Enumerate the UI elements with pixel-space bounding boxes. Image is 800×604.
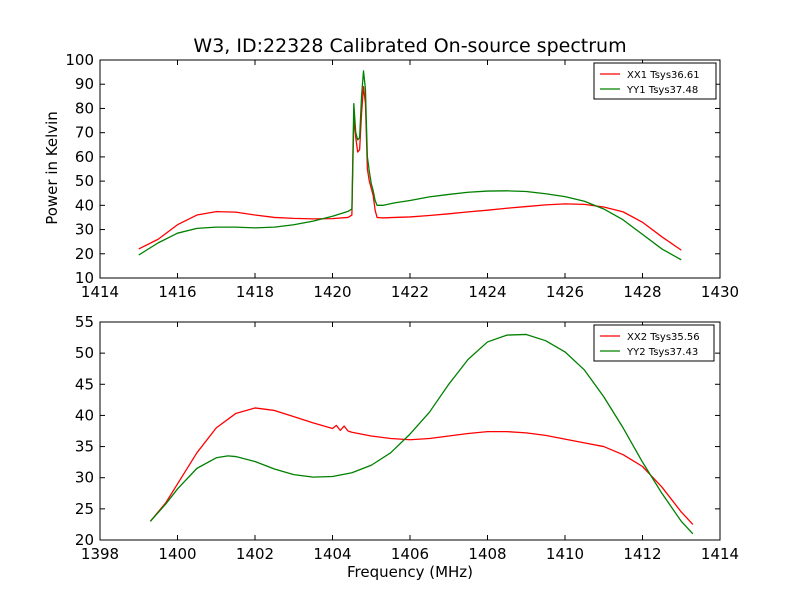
x-tick-label: 1414 — [701, 545, 739, 563]
series-line-1-1 — [149, 333, 694, 535]
chart-title: W3, ID:22328 Calibrated On-source spectr… — [193, 35, 626, 57]
y-tick-label: 40 — [75, 406, 94, 424]
x-tick-label: 1404 — [313, 545, 351, 563]
x-tick-label: 1408 — [468, 545, 506, 563]
legend-label: XX2 Tsys35.56 — [627, 332, 700, 343]
x-tick-label: 1418 — [236, 283, 274, 301]
y-tick-label: 55 — [75, 313, 94, 331]
y-tick-label: 20 — [75, 531, 94, 549]
y-tick-label: 45 — [75, 375, 94, 393]
series-line-0-1 — [138, 70, 682, 261]
x-tick-label: 1424 — [468, 283, 506, 301]
x-tick-label: 1412 — [623, 545, 661, 563]
x-tick-label: 1398 — [81, 545, 119, 563]
y-tick-label: 50 — [75, 344, 94, 362]
x-tick-label: 1430 — [701, 283, 739, 301]
y-tick-label: 70 — [75, 124, 94, 142]
legend: XX2 Tsys35.56 YY2 Tsys37.43 — [593, 324, 715, 362]
x-tick-label: 1406 — [391, 545, 429, 563]
legend-label: YY1 Tsys37.48 — [626, 85, 698, 96]
legend-label: YY2 Tsys37.43 — [626, 347, 698, 358]
y-tick-label: 35 — [75, 438, 94, 456]
series-line-0-0 — [138, 85, 682, 251]
y-tick-label: 90 — [75, 75, 94, 93]
bottom-panel: 1398 1400 1402 1404 1406 1408 1410 1412 1414 20 25… — [75, 313, 739, 563]
x-tick-label: 1416 — [158, 283, 196, 301]
x-tick-label: 1410 — [546, 545, 584, 563]
y-tick-label: 20 — [75, 245, 94, 263]
legend: XX1 Tsys36.61 YY1 Tsys37.48 — [593, 62, 717, 100]
x-tick-label: 1428 — [623, 283, 661, 301]
y-axis-label: Power in Kelvin — [43, 111, 61, 225]
y-tick-label: 100 — [65, 51, 94, 69]
series-line-1-0 — [149, 407, 694, 525]
y-tick-label: 10 — [75, 269, 94, 287]
legend-box — [593, 324, 715, 362]
x-tick-label: 1400 — [158, 545, 196, 563]
y-tick-label: 50 — [75, 172, 94, 190]
legend-box — [593, 62, 717, 100]
x-axis-label: Frequency (MHz) — [347, 563, 473, 581]
top-panel: 1414 1416 1418 1420 1422 1424 1426 1428 1430 10 20… — [65, 51, 739, 301]
x-tick-label: 1426 — [546, 283, 584, 301]
x-tick-label: 1402 — [236, 545, 274, 563]
y-tick-label: 80 — [75, 99, 94, 117]
y-tick-label: 25 — [75, 500, 94, 518]
y-tick-label: 60 — [75, 148, 94, 166]
x-tick-label: 1414 — [81, 283, 119, 301]
x-tick-label: 1422 — [391, 283, 429, 301]
legend-label: XX1 Tsys36.61 — [627, 70, 700, 81]
y-tick-label: 40 — [75, 196, 94, 214]
y-tick-label: 30 — [75, 469, 94, 487]
y-tick-label: 30 — [75, 221, 94, 239]
x-tick-label: 1420 — [313, 283, 351, 301]
